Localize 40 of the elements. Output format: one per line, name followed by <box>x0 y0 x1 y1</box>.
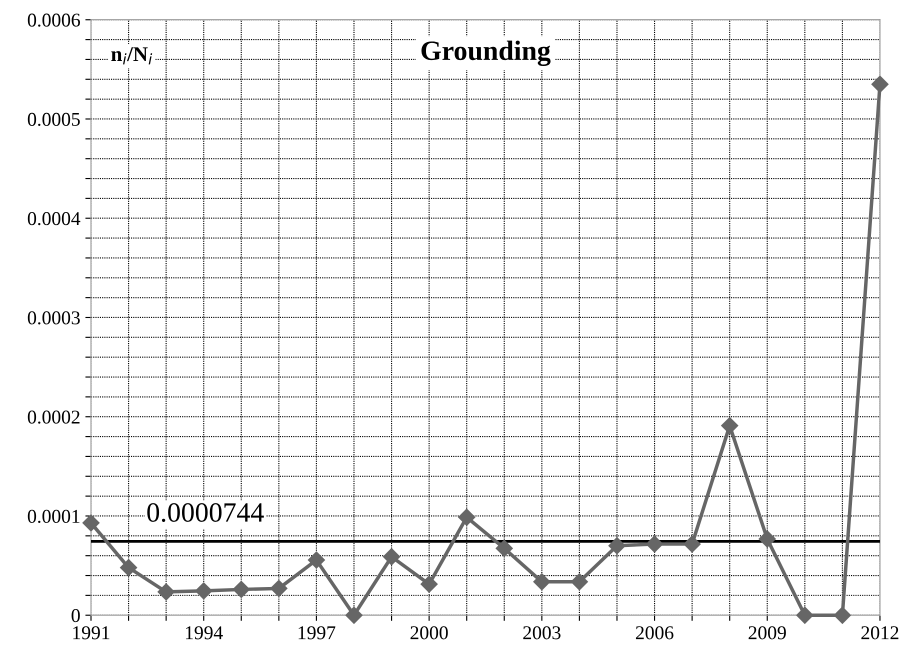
point <box>232 580 250 598</box>
x-tick-label: 1991 <box>73 626 110 640</box>
point <box>420 576 438 593</box>
point <box>458 508 476 526</box>
y-tick-label: 0.0001 <box>28 510 80 524</box>
y-tick-label: 0.0002 <box>28 410 80 424</box>
point <box>721 417 738 434</box>
point <box>270 580 288 597</box>
point <box>308 551 325 569</box>
x-tick-label: 2012 <box>861 626 898 640</box>
x-tick-label: 1997 <box>298 626 336 640</box>
point <box>383 548 400 566</box>
point <box>496 540 513 557</box>
point <box>158 583 175 600</box>
point <box>871 76 889 93</box>
x-tick-label: 2003 <box>523 626 561 640</box>
point <box>834 606 851 624</box>
x-tick-label: 2006 <box>636 626 674 640</box>
y-tick-label: 0.0005 <box>28 112 80 126</box>
point <box>796 606 814 624</box>
point <box>608 537 626 554</box>
x-tick-label: 2009 <box>748 626 786 640</box>
point <box>646 536 664 553</box>
point <box>120 559 138 576</box>
text: Grounding <box>421 40 551 66</box>
y-tick-label: 0 <box>72 609 80 622</box>
point <box>345 606 363 624</box>
y-tick-label: 0.0004 <box>28 212 80 226</box>
point <box>684 536 701 553</box>
y-tick-label: 0.0003 <box>28 311 80 325</box>
point <box>82 514 100 532</box>
point <box>758 530 776 548</box>
point <box>195 582 212 600</box>
x-tick-label: 2000 <box>410 626 448 640</box>
point <box>533 573 550 590</box>
point <box>570 573 588 590</box>
ref-line-label: 0.0000744 <box>147 503 264 522</box>
y-axis-title: n$_{i}$/N$_{i}$ <box>111 47 152 64</box>
y-tick-label: 0.0006 <box>28 14 80 27</box>
x-tick-label: 1994 <box>186 626 223 640</box>
